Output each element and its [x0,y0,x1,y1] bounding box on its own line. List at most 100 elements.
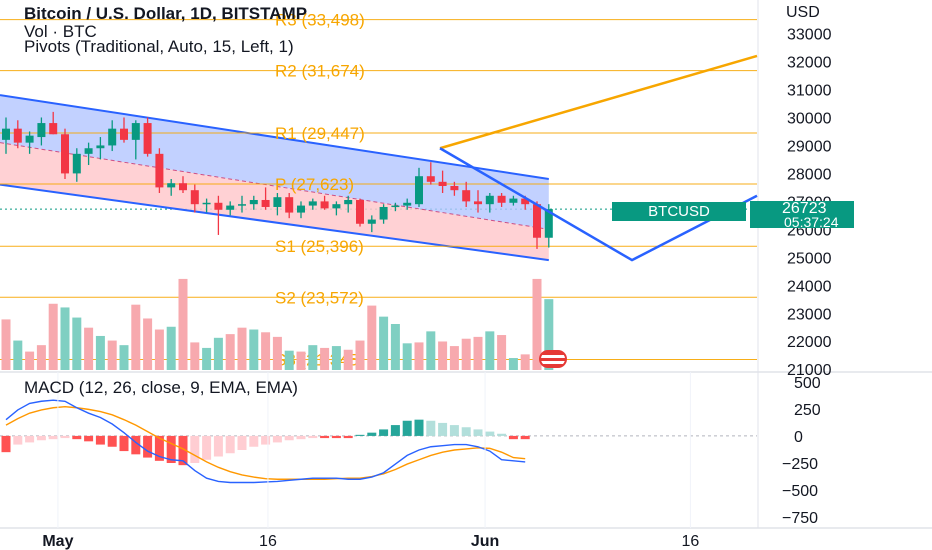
volume-bar [485,331,495,370]
macd-histogram-bar [261,435,271,445]
macd-histogram-bar [72,435,82,440]
volume-bar [296,351,306,370]
time-axis: May 16 Jun 16 [42,372,699,550]
candle-body [108,128,117,146]
candle-body [143,123,152,154]
price-tick-label: 32000 [787,55,832,72]
volume-bars [1,278,554,370]
macd-histogram-bar [438,422,448,436]
macd-tick-label: −500 [782,483,818,500]
candle-body [521,198,530,205]
candle-body [84,148,93,154]
candle-body [533,204,541,238]
volume-bar [520,354,530,370]
candle-body [497,195,506,203]
pivot-label-r2: R2 (31,674) [275,62,365,81]
volume-bar [331,346,341,370]
candle-body [403,202,412,206]
price-axis: 2100022000230002400025000260002700028000… [782,27,832,528]
macd-histogram-bar [202,435,212,460]
price-tick-label: 25000 [787,250,832,267]
volume-bar [95,335,105,370]
macd-histogram-bar [461,427,471,436]
candle-body [72,153,81,174]
macd-histogram-bar [473,429,483,436]
volume-bar [190,342,200,370]
volume-legend: Vol · BTC [24,22,97,41]
macd-histogram-bar [426,420,436,436]
pivot-label-p: P (27,623) [275,175,354,194]
volume-bar [414,342,424,370]
macd-histogram-bar [48,435,58,440]
volume-bar [166,326,176,370]
volume-bar [202,347,212,370]
candle-body [285,197,294,213]
price-tick-label: 23000 [787,306,832,323]
macd-histogram-bar [367,432,377,436]
volume-bar [426,331,436,370]
pivot-label-s1: S1 (25,396) [275,237,364,256]
candle-body [308,201,317,206]
macd-histogram-bar [225,435,235,454]
pivot-label-s2: S2 (23,572) [275,288,364,307]
macd-histogram-bar [402,420,412,436]
candle-body [509,198,518,203]
candle-body [332,204,341,209]
macd-signal-line [5,405,526,480]
macd-histogram-bar [379,429,389,436]
volume-bar [497,335,507,370]
candle-body [61,134,69,174]
time-tick-label: 16 [259,533,277,550]
volume-bar [25,351,35,370]
volume-bar [36,345,46,370]
volume-bar [249,329,259,370]
volume-bar [390,324,400,370]
candle-body [320,201,329,209]
volume-bar [402,343,412,370]
candle-body [155,153,164,188]
macd-histogram-bar [190,435,200,463]
macd-histogram-bar [107,435,117,447]
macd-histogram-bar [13,435,23,445]
volume-bar [449,346,459,370]
symbol-badge[interactable]: BTCUSD [612,202,746,221]
candlestick-series [2,111,553,249]
pivot-label-r3: R3 (33,498) [275,11,365,30]
volume-bar [438,341,448,370]
volume-bar [131,304,141,370]
volume-bar [308,345,318,370]
volume-bar [544,299,554,370]
us-flag-icon[interactable] [539,350,567,368]
volume-bar [237,327,247,370]
channel-mid-line [0,142,549,230]
candle-body [379,206,388,220]
candle-body [13,128,22,143]
candle-body [167,183,176,188]
channel-lower-line [0,183,549,262]
candle-body [544,209,553,238]
last-price-badge: 26723 05:37:24 [750,200,854,230]
price-tick-label: 31000 [787,83,832,100]
price-tick-label: 30000 [787,110,832,127]
candle-body [120,128,128,140]
candle-body [367,219,376,224]
volume-bar [143,318,153,370]
candle-body [462,190,471,202]
candle-body [202,202,211,205]
volume-bar [261,332,271,370]
bar-countdown: 05:37:24 [784,214,839,230]
macd-histogram-bar [331,435,341,439]
volume-bar [284,350,294,370]
channel-upper-line [0,94,549,180]
volume-bar [178,278,188,370]
volume-bar [84,327,94,370]
macd-histogram-bar [284,435,294,441]
macd-histogram-bar [414,419,424,436]
volume-bar [225,334,235,370]
macd-histogram-bar [119,435,129,452]
candle-body [179,183,187,191]
macd-histogram-bar [25,435,35,443]
projection-rise-line [439,54,758,150]
macd-histogram-bar [60,435,70,439]
